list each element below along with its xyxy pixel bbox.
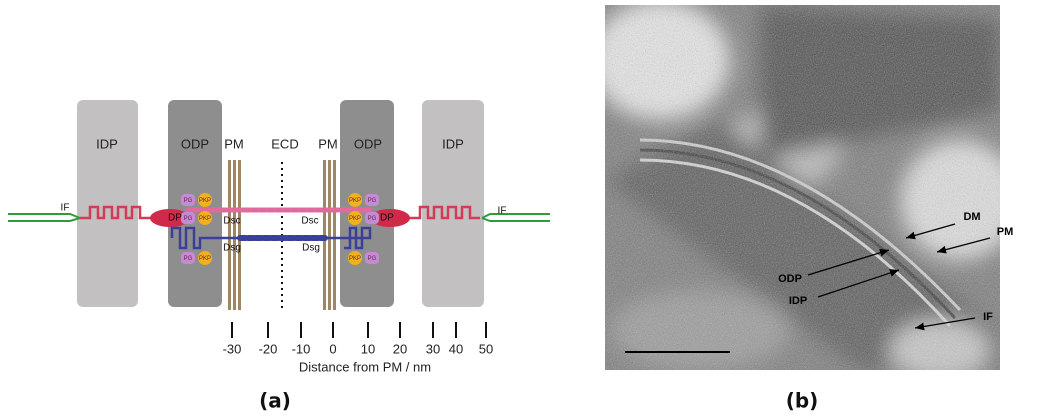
tick-label: 30 <box>426 341 440 356</box>
axis-title: Distance from PM / nm <box>299 359 431 374</box>
if-label: IF <box>61 203 70 214</box>
label: IDP <box>789 295 807 307</box>
label: PM <box>997 226 1014 238</box>
pg-icon <box>365 212 379 224</box>
region-label: ECD <box>271 136 298 151</box>
region-label: IDP <box>96 136 118 151</box>
pg-icon <box>181 194 195 206</box>
region-label: PM <box>224 136 244 151</box>
region-label: ODP <box>354 136 382 151</box>
distance-axis: -30 -20 -10 0 10 20 30 40 50 <box>223 322 493 356</box>
pkp-icon <box>198 251 212 265</box>
dsc-label: Dsc <box>223 216 240 227</box>
idp-box <box>77 100 138 307</box>
region-label: PM <box>318 136 338 151</box>
dsg-label: Dsg <box>302 243 320 254</box>
intermediate-filaments <box>8 213 550 222</box>
micrograph <box>605 5 1000 370</box>
tick-label: -10 <box>292 341 311 356</box>
pkp-icon <box>198 211 212 225</box>
dp-label: DP <box>168 213 182 224</box>
odp-box <box>168 100 222 307</box>
arrows <box>807 223 991 331</box>
tick-label: 0 <box>329 341 336 356</box>
pg-label: PG <box>184 256 193 262</box>
caption: (b) <box>786 389 819 413</box>
pg-icon <box>181 212 195 224</box>
desmoglein <box>170 226 372 250</box>
tick-label: 50 <box>479 341 493 356</box>
pkp-icon <box>348 251 362 265</box>
pg-icon <box>365 252 379 264</box>
pg-label: PG <box>368 256 377 262</box>
pkp-label: PKP <box>199 256 211 262</box>
if-label: IF <box>498 206 507 217</box>
region-label: IDP <box>442 136 464 151</box>
dsc-label: Dsc <box>301 216 318 227</box>
pkp-label: PKP <box>349 198 361 204</box>
tick-label: -20 <box>259 341 278 356</box>
pkp-icon <box>348 211 362 225</box>
tick-label: 20 <box>393 341 407 356</box>
pkp-label: PKP <box>199 198 211 204</box>
pg-label: PG <box>368 216 377 222</box>
pkp-icon <box>198 193 212 207</box>
pg-label: PG <box>184 198 193 204</box>
tick-label: 40 <box>449 341 463 356</box>
dp-label: DP <box>380 213 394 224</box>
desmoplakin <box>80 205 480 220</box>
dp-left <box>150 209 190 227</box>
panel-a: PG PKP PG PKP PG PKP PKP PG PKP PG PKP PG IDP ODP P… <box>8 100 550 413</box>
pg-label: PG <box>368 198 377 204</box>
plakophilin-plakoglobin: PG PKP PG PKP PG PKP PKP PG PKP PG PKP PG <box>181 193 379 265</box>
pkp-icon <box>348 193 362 207</box>
pg-icon <box>181 252 195 264</box>
idp-box <box>422 100 484 307</box>
label: ODP <box>778 273 802 285</box>
pkp-label: PKP <box>199 216 211 222</box>
pg-icon <box>365 194 379 206</box>
label: IF <box>983 311 993 323</box>
panel-b: DM PM ODP IDP IF (b) <box>605 5 1014 413</box>
pkp-label: PKP <box>349 216 361 222</box>
dsg-label: Dsg <box>223 243 241 254</box>
pg-label: PG <box>184 216 193 222</box>
region-label: ODP <box>181 136 209 151</box>
label: DM <box>963 211 980 223</box>
tick-label: 10 <box>361 341 375 356</box>
caption: (a) <box>259 389 291 413</box>
tick-label: -30 <box>223 341 242 356</box>
dp-right <box>370 209 410 227</box>
pkp-label: PKP <box>349 256 361 262</box>
